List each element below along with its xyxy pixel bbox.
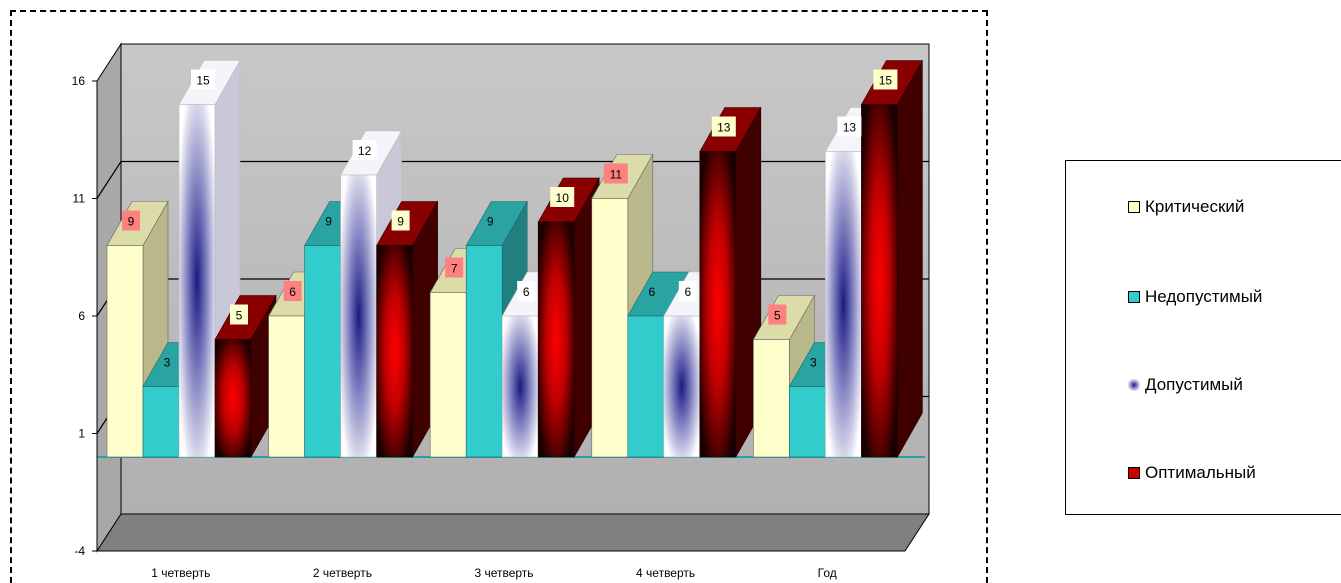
legend-item-critical: Критический: [1128, 197, 1244, 217]
bar: [340, 174, 377, 458]
bar: [376, 245, 413, 458]
bar: [142, 386, 180, 458]
bar: [501, 315, 539, 458]
bar: [753, 339, 790, 458]
x-tick-label: 4 четверть: [636, 566, 695, 580]
y-tick-label: 16: [72, 74, 86, 88]
legend-label-critical: Критический: [1145, 197, 1245, 216]
data-label: 9: [128, 215, 135, 229]
x-tick-label: 2 четверть: [313, 566, 372, 580]
x-tick-label: Год: [818, 566, 837, 580]
data-label-bg: [603, 163, 628, 184]
bar: [699, 151, 737, 458]
data-label: 3: [810, 356, 817, 370]
bar: [627, 315, 665, 458]
data-label: 9: [397, 215, 404, 229]
data-label-bg: [230, 304, 248, 325]
data-label: 9: [487, 215, 494, 229]
legend-label-optimal: Оптимальный: [1145, 463, 1256, 482]
data-label-bg: [550, 187, 575, 207]
data-label-bg: [873, 69, 898, 90]
data-label-bg: [283, 281, 302, 301]
data-label: 12: [358, 144, 372, 158]
data-label-bg: [445, 257, 464, 278]
data-label: 13: [843, 121, 857, 135]
data-label-bg: [122, 210, 140, 231]
bar: [178, 104, 216, 458]
x-tick-label: 3 четверть: [474, 566, 533, 580]
bar-side: [897, 59, 923, 459]
legend: Критический Недопустимый Допустимый Опти…: [1065, 160, 1341, 515]
floor: [96, 513, 930, 552]
data-label-bg: [352, 140, 377, 160]
gridline: [96, 160, 929, 199]
y-tick-label: -4: [74, 544, 85, 558]
legend-swatch-critical: [1128, 201, 1140, 213]
data-label: 9: [325, 215, 332, 229]
y-tick-label: 11: [73, 192, 86, 206]
data-label-bg: [711, 116, 736, 137]
legend-swatch-acceptable: [1128, 379, 1140, 391]
data-label-bg: [191, 69, 215, 90]
data-label-bg: [517, 281, 536, 301]
data-label: 7: [451, 262, 458, 276]
data-label: 3: [164, 356, 171, 370]
data-label: 13: [717, 121, 731, 135]
data-label: 15: [879, 74, 893, 88]
data-label-bg: [678, 281, 697, 301]
legend-item-optimal: Оптимальный: [1128, 463, 1256, 483]
data-label: 6: [648, 285, 655, 299]
bar: [537, 221, 575, 458]
bar: [268, 315, 305, 458]
bar: [825, 151, 862, 458]
bar: [429, 292, 467, 458]
legend-item-unacceptable: Недопустимый: [1128, 287, 1262, 307]
legend-swatch-unacceptable: [1128, 291, 1140, 303]
bar: [789, 386, 826, 458]
bar: [214, 339, 252, 458]
data-label-bg: [837, 116, 862, 137]
data-label: 6: [289, 285, 296, 299]
bar: [465, 245, 503, 458]
bar: [861, 104, 898, 458]
data-label-bg: [768, 304, 787, 325]
legend-swatch-optimal: [1128, 467, 1140, 479]
data-label: 5: [236, 309, 243, 323]
y-tick-label: 6: [78, 309, 85, 323]
legend-label-acceptable: Допустимый: [1145, 375, 1243, 394]
data-label-bg: [391, 210, 410, 231]
bar: [591, 198, 629, 458]
data-label: 6: [684, 285, 691, 299]
data-label: 15: [196, 74, 210, 88]
legend-item-acceptable: Допустимый: [1128, 375, 1243, 395]
bar: [304, 245, 341, 458]
bar: [663, 315, 701, 458]
legend-label-unacceptable: Недопустимый: [1145, 287, 1263, 306]
data-label: 6: [523, 285, 530, 299]
data-label: 10: [556, 191, 570, 205]
data-label: 11: [610, 168, 623, 182]
bar: [106, 245, 144, 458]
y-tick-label: 1: [78, 427, 85, 441]
x-tick-label: 1 четверть: [151, 566, 210, 580]
data-label: 5: [774, 309, 781, 323]
